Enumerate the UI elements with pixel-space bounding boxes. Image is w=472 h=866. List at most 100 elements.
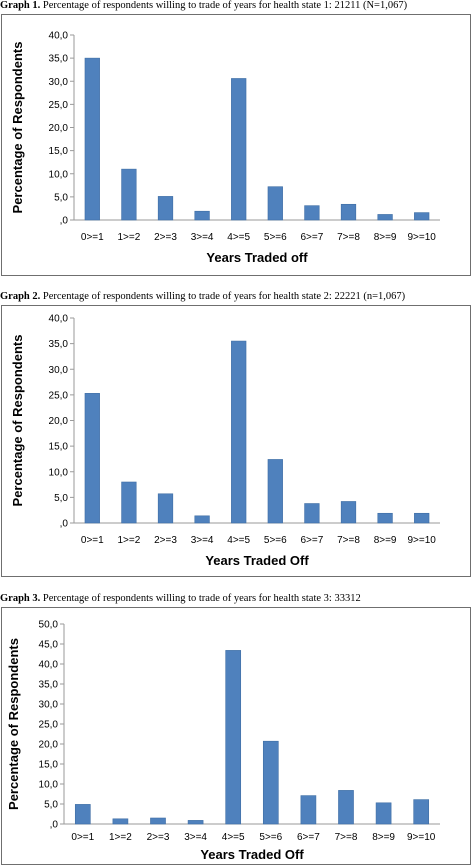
- bar-8>=9: [377, 512, 393, 524]
- y-tick-label: 35,0: [39, 680, 59, 691]
- bar-8>=9: [377, 214, 393, 221]
- y-tick-label: ,0: [50, 820, 59, 831]
- x-tick-label: 4>=5: [222, 832, 245, 843]
- graph-2-caption: Graph 2. Percentage of respondents willi…: [0, 291, 406, 302]
- bar-5>=6: [267, 459, 283, 524]
- x-tick-label: 3>=4: [191, 535, 214, 546]
- x-tick-label: 1>=2: [109, 832, 132, 843]
- y-tick-label: 40,0: [49, 314, 69, 325]
- bar-7>=8: [340, 203, 357, 221]
- y-axis-title: Percentage of Respondents: [10, 42, 25, 214]
- bar-6>=7: [300, 795, 317, 825]
- graph-3-caption: Graph 3. Percentage of respondents willi…: [0, 593, 361, 604]
- x-tick-label: 3>=4: [184, 832, 207, 843]
- graph-3-frame: ,0 5,0 10,0 15,0 20,0 25,0 30,0 35,0 40,0 45,0 50,…: [1, 607, 471, 865]
- y-tick-label: 30,0: [39, 700, 59, 711]
- x-tick-label: 5>=6: [259, 832, 282, 843]
- x-tick-label: 7>=8: [335, 832, 358, 843]
- x-tick-label: 4>=5: [227, 232, 250, 243]
- x-tick-label: 8>=9: [374, 535, 397, 546]
- x-tick-label: 0>=1: [81, 535, 104, 546]
- y-tick-label: 25,0: [39, 720, 59, 731]
- bar-3>=4: [194, 515, 210, 524]
- bar-6>=7: [304, 503, 320, 524]
- x-tick-label: 9>=10: [408, 535, 437, 546]
- x-tick-label: 8>=9: [372, 832, 395, 843]
- graph-1-frame: ,0 5,0 10,0 15,0 20,0 25,0 30,0 35,0 40,0 0>=1 1>=…: [1, 14, 471, 276]
- x-tick-label: 5>=6: [264, 535, 287, 546]
- y-tick-label: 15,0: [49, 442, 69, 453]
- y-tick-label: 15,0: [39, 760, 59, 771]
- y-tick-label: 45,0: [39, 640, 59, 651]
- y-tick-label: 30,0: [49, 365, 69, 376]
- x-axis-title: Years Traded off: [206, 250, 308, 265]
- x-axis-title: Years Traded Off: [200, 847, 304, 862]
- graph-2-frame: ,0 5,0 10,0 15,0 20,0 25,0 30,0 35,0 40,0 0>=1 1>=…: [1, 305, 471, 577]
- x-tick-label: 6>=7: [297, 832, 320, 843]
- x-axis-title: Years Traded Off: [205, 553, 309, 568]
- y-tick-label: 5,0: [54, 493, 68, 504]
- x-tick-label: 8>=9: [374, 232, 397, 243]
- bar-0>=1: [74, 804, 91, 825]
- x-tick-label: 6>=7: [300, 535, 323, 546]
- y-tick-label: ,0: [60, 519, 69, 530]
- x-tick-label: 7>=8: [337, 232, 360, 243]
- y-tick-label: 20,0: [39, 740, 59, 751]
- y-tick-label: 35,0: [49, 339, 69, 350]
- x-tick-label: 5>=6: [264, 232, 287, 243]
- bar-0>=1: [84, 393, 100, 524]
- bar-7>=8: [340, 501, 357, 524]
- y-tick-label: 20,0: [49, 416, 69, 427]
- x-tick-label: 2>=3: [154, 232, 177, 243]
- y-axis-title: Percentage of Respondents: [10, 335, 25, 507]
- bar-7>=8: [338, 790, 354, 825]
- bar-3>=4: [187, 820, 204, 825]
- bar-2>=3: [157, 196, 174, 221]
- y-tick-label: 10,0: [39, 780, 59, 791]
- y-tick-label: 10,0: [49, 169, 69, 180]
- x-tick-label: 7>=8: [337, 535, 360, 546]
- graph-1-bar-chart: ,0 5,0 10,0 15,0 20,0 25,0 30,0 35,0 40,0 0>=1 1>=…: [10, 31, 440, 265]
- bar-8>=9: [375, 802, 392, 825]
- x-tick-label: 0>=1: [81, 232, 104, 243]
- y-tick-label: 5,0: [44, 800, 58, 811]
- bar-1>=2: [112, 818, 129, 825]
- bar-4>=5: [231, 78, 247, 221]
- y-tick-label: 40,0: [49, 31, 69, 42]
- x-tick-label: 2>=3: [147, 832, 170, 843]
- bar-5>=6: [262, 740, 279, 825]
- graph-3-bar-chart: ,0 5,0 10,0 15,0 20,0 25,0 30,0 35,0 40,0 45,0 50,…: [6, 620, 440, 862]
- bar-9>=10: [413, 799, 430, 825]
- bar-9>=10: [414, 212, 430, 221]
- y-tick-label: ,0: [60, 216, 69, 227]
- x-tick-label: 1>=2: [117, 232, 140, 243]
- y-tick-label: 30,0: [49, 77, 69, 88]
- bar-5>=6: [267, 186, 283, 221]
- y-axis-title: Percentage of Respondents: [6, 638, 21, 810]
- y-tick-label: 20,0: [49, 123, 69, 134]
- bar-4>=5: [231, 340, 247, 524]
- x-tick-label: 6>=7: [300, 232, 323, 243]
- x-tick-label: 1>=2: [117, 535, 140, 546]
- bar-9>=10: [414, 512, 430, 524]
- x-tick-label: 2>=3: [154, 535, 177, 546]
- bar-3>=4: [194, 210, 210, 221]
- y-tick-label: 50,0: [39, 620, 59, 631]
- y-tick-label: 15,0: [49, 146, 69, 157]
- x-tick-label: 9>=10: [407, 832, 436, 843]
- bar-1>=2: [121, 168, 137, 221]
- y-tick-label: 10,0: [49, 467, 69, 478]
- graph-1-caption: Graph 1. Percentage of respondents willi…: [0, 0, 408, 11]
- y-tick-label: 5,0: [54, 192, 68, 203]
- x-tick-label: 0>=1: [71, 832, 94, 843]
- x-tick-label: 4>=5: [227, 535, 250, 546]
- bar-1>=2: [121, 481, 137, 524]
- bar-0>=1: [84, 57, 100, 221]
- y-tick-label: 25,0: [49, 390, 69, 401]
- x-tick-label: 3>=4: [191, 232, 214, 243]
- bar-2>=3: [150, 817, 166, 825]
- y-tick-label: 35,0: [49, 54, 69, 65]
- x-tick-label: 9>=10: [408, 232, 437, 243]
- bar-2>=3: [157, 493, 174, 524]
- y-tick-label: 25,0: [49, 100, 69, 111]
